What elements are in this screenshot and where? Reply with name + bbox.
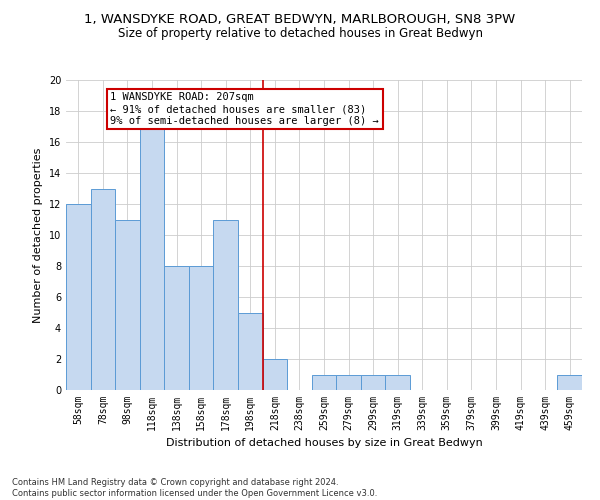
Bar xyxy=(66,204,91,390)
Bar xyxy=(263,359,287,390)
Bar xyxy=(557,374,582,390)
Bar xyxy=(312,374,336,390)
Bar xyxy=(91,188,115,390)
Bar xyxy=(189,266,214,390)
X-axis label: Distribution of detached houses by size in Great Bedwyn: Distribution of detached houses by size … xyxy=(166,438,482,448)
Bar xyxy=(140,126,164,390)
Bar xyxy=(336,374,361,390)
Text: 1 WANSDYKE ROAD: 207sqm
← 91% of detached houses are smaller (83)
9% of semi-det: 1 WANSDYKE ROAD: 207sqm ← 91% of detache… xyxy=(110,92,379,126)
Text: 1, WANSDYKE ROAD, GREAT BEDWYN, MARLBOROUGH, SN8 3PW: 1, WANSDYKE ROAD, GREAT BEDWYN, MARLBORO… xyxy=(85,12,515,26)
Text: Size of property relative to detached houses in Great Bedwyn: Size of property relative to detached ho… xyxy=(118,28,482,40)
Bar xyxy=(385,374,410,390)
Bar xyxy=(115,220,140,390)
Y-axis label: Number of detached properties: Number of detached properties xyxy=(33,148,43,322)
Bar xyxy=(238,312,263,390)
Text: Contains HM Land Registry data © Crown copyright and database right 2024.
Contai: Contains HM Land Registry data © Crown c… xyxy=(12,478,377,498)
Bar xyxy=(361,374,385,390)
Bar xyxy=(164,266,189,390)
Bar xyxy=(214,220,238,390)
